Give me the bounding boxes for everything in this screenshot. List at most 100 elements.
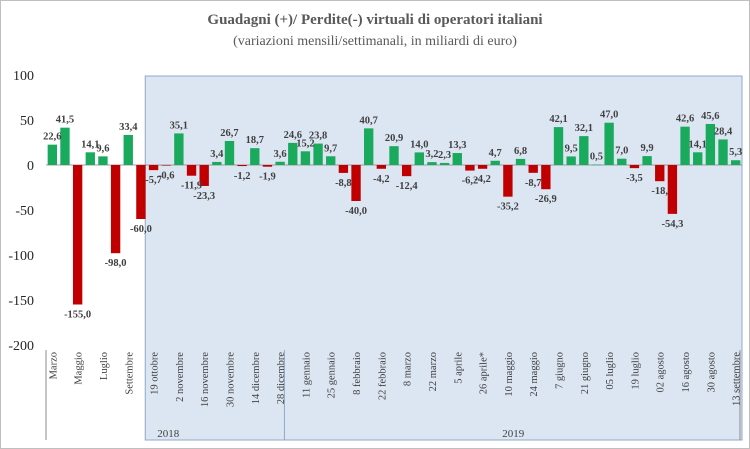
- highlight-band: [144, 75, 743, 441]
- bar: [300, 151, 311, 165]
- y-tick-label: 0: [27, 159, 34, 174]
- data-label: 40,7: [360, 115, 378, 126]
- bar: [515, 158, 526, 165]
- x-tick-label: 19 ottobre: [150, 352, 161, 395]
- bar: [617, 158, 627, 165]
- data-label: -26,9: [535, 194, 557, 205]
- data-label: 28,4: [714, 126, 733, 137]
- bar: [667, 165, 678, 214]
- y-tick-label: -50: [15, 204, 34, 219]
- year-label: 2019: [502, 428, 525, 440]
- bar: [148, 165, 159, 171]
- bar: [364, 128, 374, 165]
- bar: [730, 160, 741, 165]
- x-tick-label: 22 marzo: [428, 352, 439, 391]
- bar: [123, 134, 133, 165]
- x-tick-label: Luglio: [99, 352, 110, 380]
- chart-subtitle: (variazioni mensili/settimanali, in mili…: [233, 34, 517, 49]
- bar: [642, 156, 652, 165]
- x-tick-label: 24 maggio: [529, 352, 540, 397]
- data-label: 3,4: [210, 149, 224, 160]
- bar: [351, 165, 361, 201]
- bar: [237, 165, 247, 167]
- data-label: 0,5: [590, 152, 603, 163]
- data-label: -5,7: [145, 175, 162, 186]
- bar: [60, 127, 70, 165]
- data-label: 26,7: [220, 128, 238, 139]
- data-label: 32,1: [575, 123, 593, 134]
- bar: [212, 161, 222, 165]
- data-label: 35,1: [170, 120, 188, 131]
- bar: [250, 148, 260, 165]
- bar: [718, 139, 728, 165]
- data-label: 9,9: [641, 143, 654, 154]
- bar: [680, 126, 690, 165]
- x-tick-label: 11 gennaio: [301, 352, 312, 398]
- bar: [313, 143, 323, 165]
- bar: [541, 165, 551, 190]
- bar: [401, 165, 412, 177]
- data-label: 14,0: [410, 139, 428, 150]
- chart-title: Guadagni (+)/ Perdite(-) virtuali di ope…: [207, 12, 542, 28]
- y-tick-label: 100: [13, 69, 34, 84]
- data-label: 45,6: [701, 111, 719, 122]
- data-label: -6,2: [462, 176, 479, 187]
- x-tick-label: 02 agosto: [656, 352, 667, 393]
- bar: [186, 165, 197, 176]
- data-label: 3,6: [274, 149, 287, 160]
- x-tick-label: 8 febbraio: [352, 352, 363, 395]
- data-label: -35,2: [497, 202, 519, 213]
- data-label: 24,6: [284, 130, 302, 141]
- data-label: 2,3: [438, 150, 451, 161]
- x-tick-label: 16 novembre: [200, 352, 211, 407]
- data-label: -8,7: [525, 178, 542, 189]
- data-label: 6,8: [514, 146, 527, 157]
- data-label: -98,0: [105, 258, 127, 269]
- bar: [224, 140, 235, 165]
- bar: [503, 165, 513, 197]
- data-label: -155,0: [64, 310, 91, 321]
- bar: [490, 160, 500, 165]
- data-label: -3,5: [626, 173, 643, 184]
- bar: [427, 162, 437, 165]
- y-tick-label: -200: [8, 339, 34, 354]
- data-label: 22,6: [43, 132, 61, 143]
- data-label: -54,3: [661, 219, 683, 230]
- data-label: 13,3: [448, 140, 466, 151]
- x-tick-label: 21 giugno: [580, 352, 591, 394]
- data-label: 23,8: [309, 131, 327, 142]
- data-label: 20,9: [385, 133, 403, 144]
- bar: [705, 123, 716, 165]
- year-label: 2018: [157, 428, 180, 440]
- bar: [288, 142, 298, 165]
- x-tick-label: 22 febbraio: [377, 352, 388, 400]
- data-label: -1,2: [234, 171, 251, 182]
- data-label: 14,1: [689, 139, 707, 150]
- x-tick-label: 25 gennaio: [327, 352, 338, 398]
- bar: [629, 165, 640, 169]
- bar: [693, 152, 703, 165]
- data-label: 7,0: [615, 146, 628, 157]
- bar: [604, 122, 614, 165]
- bar: [338, 165, 349, 173]
- x-tick-label: 30 novembre: [225, 352, 236, 407]
- data-label: -4,2: [373, 174, 390, 185]
- bar: [262, 165, 273, 167]
- x-tick-label: 30 agosto: [706, 352, 717, 393]
- x-tick-label: 05 luglio: [605, 352, 616, 390]
- bar: [528, 165, 538, 173]
- data-label: -12,4: [396, 181, 419, 192]
- data-label: 42,6: [676, 114, 694, 125]
- x-tick-label: 14 dicembre: [251, 352, 262, 405]
- x-tick-label: 19 luglio: [630, 352, 641, 390]
- bar: [47, 144, 58, 165]
- x-tick-label: 2 novembre: [175, 352, 186, 402]
- y-tick-label: -150: [8, 294, 34, 309]
- x-tick-label: 8 marzo: [403, 352, 414, 386]
- x-tick-label: Maggio: [74, 352, 85, 385]
- bar: [579, 136, 589, 165]
- x-tick-label: 16 agosto: [681, 352, 692, 393]
- data-label: -4,2: [474, 174, 491, 185]
- bar: [376, 165, 387, 169]
